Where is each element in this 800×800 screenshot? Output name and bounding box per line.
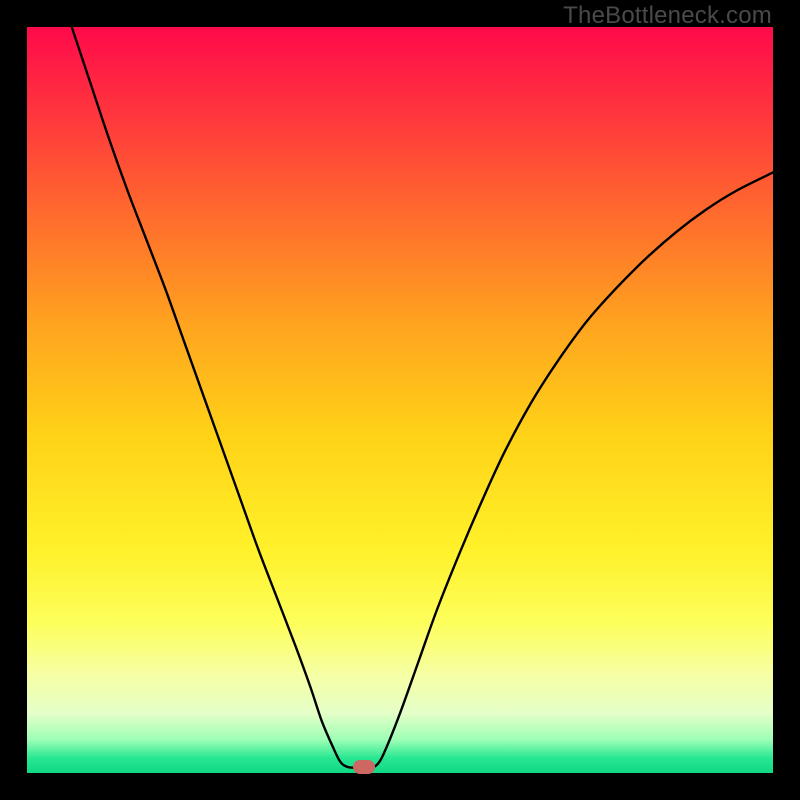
chart-stage: TheBottleneck.com (0, 0, 800, 800)
minimum-marker (353, 760, 375, 774)
watermark-text: TheBottleneck.com (563, 2, 772, 30)
plot-frame (27, 27, 773, 773)
bottleneck-curve (27, 27, 773, 773)
